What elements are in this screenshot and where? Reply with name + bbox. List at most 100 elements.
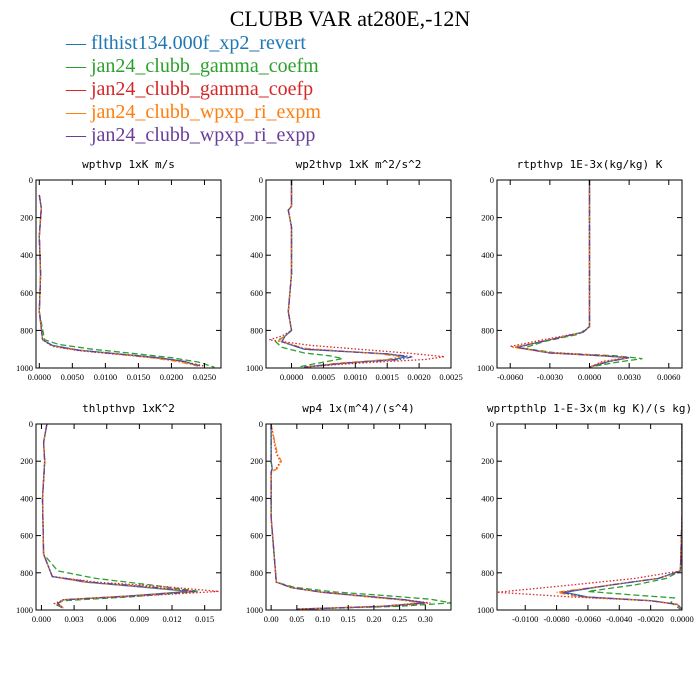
y-tick-label: 600 xyxy=(481,531,494,541)
plot-frame xyxy=(496,423,683,611)
x-tick-label: -0.0080 xyxy=(543,614,569,624)
series-line-1 xyxy=(516,180,630,368)
series-line-4 xyxy=(556,424,682,610)
y-tick-label: 1000 xyxy=(16,605,33,615)
y-tick-label: 0 xyxy=(29,175,33,185)
x-tick-label: 0.009 xyxy=(130,614,149,624)
y-tick-label: 400 xyxy=(250,493,263,503)
series-group xyxy=(41,424,219,609)
x-tick-label: 0.0030 xyxy=(617,372,640,382)
plot-frame xyxy=(265,179,452,369)
x-tick-label: 0.0100 xyxy=(94,372,117,382)
y-tick-label: 400 xyxy=(20,250,33,260)
y-tick-label: 400 xyxy=(250,250,263,260)
y-tick-label: 0 xyxy=(29,419,33,429)
series-line-4 xyxy=(512,180,630,368)
x-tick-label: 0.003 xyxy=(65,614,84,624)
x-tick-label: 0.25 xyxy=(392,614,407,624)
x-tick-label: 0.0000 xyxy=(578,372,601,382)
y-tick-label: 200 xyxy=(250,213,263,223)
series-line-2 xyxy=(38,194,215,368)
plot-frame xyxy=(35,423,222,611)
y-tick-label: 200 xyxy=(250,456,263,466)
legend-marker: — xyxy=(66,55,91,77)
x-tick-label: 0.15 xyxy=(341,614,356,624)
legend-marker: — xyxy=(66,124,91,146)
y-tick-label: 800 xyxy=(250,325,263,335)
y-tick-label: 400 xyxy=(20,493,33,503)
y-tick-label: 1000 xyxy=(246,363,263,373)
series-line-2 xyxy=(270,424,451,610)
series-line-5 xyxy=(270,424,426,610)
x-tick-label: 0.30 xyxy=(418,614,433,624)
y-tick-label: 0 xyxy=(490,419,494,429)
x-tick-label: 0.0010 xyxy=(344,372,367,382)
x-tick-label: 0.006 xyxy=(97,614,116,624)
y-tick-label: 0 xyxy=(259,419,263,429)
x-tick-label: 0.0005 xyxy=(312,372,335,382)
x-tick-label: 0.0015 xyxy=(376,372,399,382)
x-tick-label: 0.0000 xyxy=(280,372,303,382)
legend-item: — flthist134.000f_xp2_revert xyxy=(66,32,321,55)
panel-title: thlpthvp 1xK^2 xyxy=(82,402,175,415)
x-tick-label: 0.10 xyxy=(315,614,330,624)
panel-3: rtpthvp 1E-3x(kg/kg) K02004006008001000-… xyxy=(477,158,683,382)
series-line-1 xyxy=(38,194,199,367)
x-tick-label: 0.20 xyxy=(366,614,381,624)
x-tick-label: 0.0000 xyxy=(670,614,693,624)
y-tick-label: 800 xyxy=(250,568,263,578)
panel-2: wp2thvp 1xK m^2/s^2 0 200 400 600 800 1000 0.00… xyxy=(246,158,463,382)
series-group xyxy=(38,194,215,368)
y-tick-label: 400 xyxy=(481,250,494,260)
panel-6: wprtpthlp 1-E-3x(m kg K)/(s kg) 0 200 400 60… xyxy=(477,402,694,624)
x-tick-label: 0.0150 xyxy=(127,372,150,382)
series-line-3 xyxy=(510,180,627,368)
y-tick-label: 800 xyxy=(481,568,494,578)
x-tick-label: 0.0025 xyxy=(439,372,462,382)
y-tick-label: 0 xyxy=(259,175,263,185)
x-tick-label: -0.0030 xyxy=(537,372,563,382)
x-tick-label: 0.0250 xyxy=(193,372,216,382)
series-line-3 xyxy=(41,424,219,609)
series-line-2 xyxy=(274,180,343,368)
x-tick-label: -0.0020 xyxy=(638,614,664,624)
series-line-4 xyxy=(38,194,199,367)
y-tick-label: 600 xyxy=(20,531,33,541)
series-line-3 xyxy=(270,424,431,610)
series-line-1 xyxy=(564,424,682,610)
plot-frame xyxy=(35,179,222,369)
series-group xyxy=(270,424,451,610)
x-tick-label: -0.0060 xyxy=(497,372,523,382)
series-line-3 xyxy=(38,194,205,367)
x-tick-label: -0.0100 xyxy=(512,614,538,624)
series-line-4 xyxy=(41,424,194,609)
plot-frame xyxy=(265,423,452,611)
y-tick-label: 200 xyxy=(20,213,33,223)
panel-title: wp2thvp 1xK m^2/s^2 xyxy=(296,158,422,171)
x-tick-label: 0.0200 xyxy=(160,372,183,382)
legend-item: — jan24_clubb_wpxp_ri_expm xyxy=(66,101,321,124)
y-tick-label: 600 xyxy=(481,288,494,298)
series-group xyxy=(497,424,682,610)
panel-title: wpthvp 1xK m/s xyxy=(82,158,175,171)
x-tick-label: 0.015 xyxy=(195,614,214,624)
panel-title: rtpthvp 1E-3x(kg/kg) K xyxy=(517,158,663,171)
legend-item: — jan24_clubb_gamma_coefm xyxy=(66,55,321,78)
y-tick-label: 1000 xyxy=(477,363,494,373)
legend: — flthist134.000f_xp2_revert — jan24_clu… xyxy=(66,32,321,147)
y-tick-label: 800 xyxy=(20,325,33,335)
y-tick-label: 800 xyxy=(20,568,33,578)
y-tick-label: 400 xyxy=(481,493,494,503)
y-tick-label: 200 xyxy=(481,456,494,466)
series-line-3 xyxy=(269,180,445,368)
x-tick-label: 0.0050 xyxy=(61,372,84,382)
y-tick-label: 600 xyxy=(250,288,263,298)
x-tick-label: 0.00 xyxy=(264,614,279,624)
x-tick-label: 0.000 xyxy=(32,614,51,624)
legend-marker: — xyxy=(66,101,91,123)
y-tick-label: 1000 xyxy=(246,605,263,615)
y-tick-label: 1000 xyxy=(477,605,494,615)
y-tick-label: 200 xyxy=(20,456,33,466)
